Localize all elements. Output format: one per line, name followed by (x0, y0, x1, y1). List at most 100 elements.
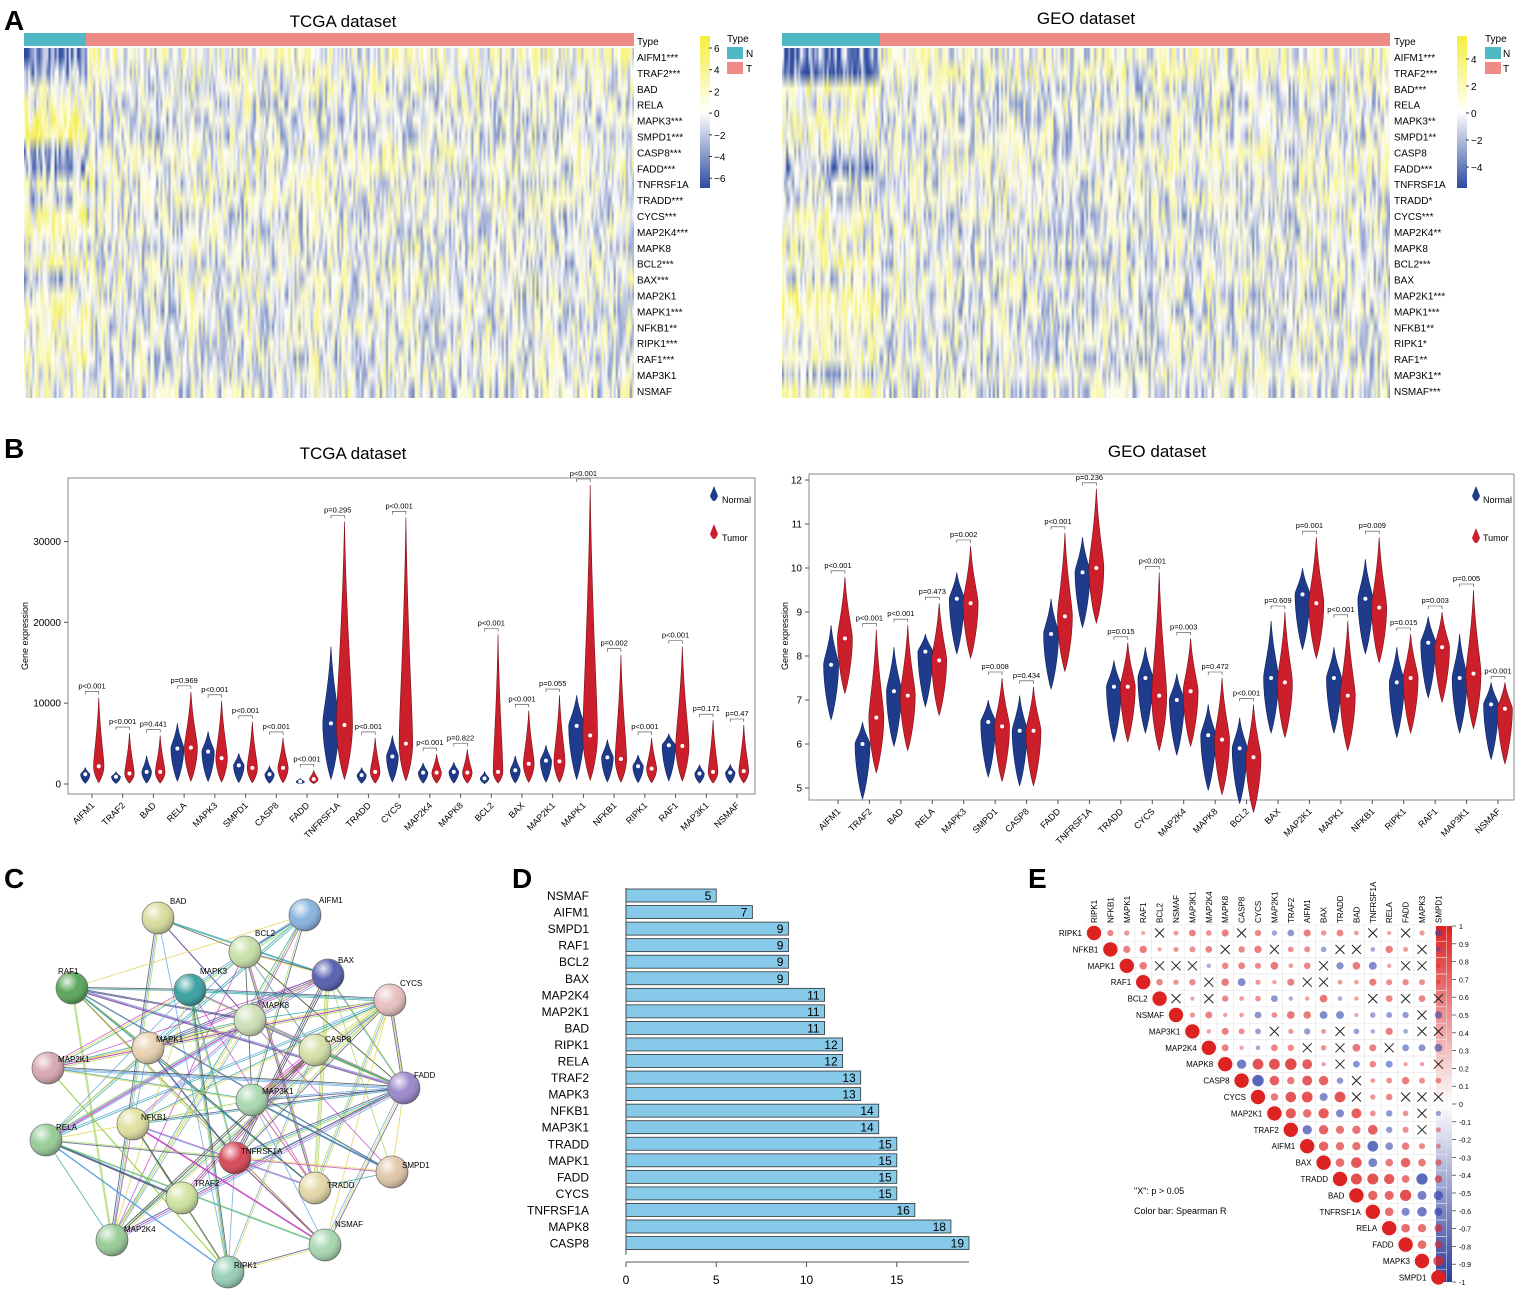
network-node-shade (132, 1032, 164, 1064)
heatmap-tcga-gene-label: CYCS*** (637, 212, 677, 223)
corr-dot (1318, 1141, 1329, 1151)
bar (625, 1153, 898, 1168)
corr-dot (1336, 1077, 1344, 1084)
corr-dot (1433, 1255, 1444, 1267)
p-bracket (392, 511, 407, 515)
violin-normal-median (206, 749, 211, 754)
violin-tumor-median (968, 601, 973, 606)
corr-dot (1385, 1110, 1393, 1117)
corr-col-label: TRAF2 (1287, 897, 1296, 923)
corr-dot (1354, 1012, 1359, 1018)
corr-dot (1335, 1142, 1345, 1151)
network-edge (111, 1087, 405, 1241)
corr-colorbar-tick-label: 0 (1459, 1102, 1463, 1109)
p-bracket (1145, 566, 1160, 570)
network-node-label: RELA (56, 1123, 78, 1132)
bar-category-label: RIPK1 (554, 1038, 589, 1052)
heatmap-geo: GEO dataset Type AIFM1*** TRAF2*** BAD*** R… (782, 9, 1510, 398)
corr-dot (1401, 1223, 1410, 1233)
violin-tumor-median (1502, 706, 1507, 711)
bar-category-label: CASP8 (550, 1237, 590, 1251)
violin-tumor (994, 677, 1010, 783)
corr-dot (1434, 1240, 1443, 1249)
corr-x-mark (1433, 993, 1444, 1004)
corr-dot (1417, 1240, 1427, 1249)
violin-normal (661, 732, 676, 782)
corr-dot (1222, 995, 1229, 1002)
corr-x-mark (1417, 1092, 1427, 1102)
corr-dot (1269, 1075, 1280, 1086)
p-bracket (1176, 632, 1191, 636)
network-edge (46, 988, 189, 1067)
violin-tumor-median (465, 770, 470, 775)
bar (625, 1186, 898, 1201)
bar-value-label: 14 (860, 1104, 874, 1118)
corr-dot (1387, 963, 1392, 968)
heatmap-tcga-gene-label: MAPK8 (637, 244, 671, 255)
corr-x-mark (1187, 960, 1198, 971)
corr-x-mark (1318, 977, 1329, 988)
violin-tumor-median (1377, 605, 1382, 610)
heatmap-tcga-gene-label: TRAF2*** (637, 69, 680, 80)
heatmap-geo-gene-label: BAX (1394, 276, 1414, 287)
network-edge (133, 1020, 251, 1126)
corr-dot (1173, 946, 1179, 952)
corr-colorbar-tick-label: -0.8 (1459, 1244, 1471, 1251)
heatmap-geo-gene-label: MAP2K4** (1394, 228, 1441, 239)
network-node-label: TNFRSF1A (241, 1147, 283, 1156)
heatmap-tcga-gene-label: BAX*** (637, 276, 669, 287)
p-value-label: p=0.171 (693, 704, 720, 713)
corr-dot (1318, 1125, 1329, 1135)
corr-dot (1385, 945, 1393, 954)
corr-dot (1402, 979, 1409, 986)
corr-x-mark (1400, 993, 1411, 1004)
bar-value-label: 12 (824, 1038, 838, 1052)
scale-label: −4 (1471, 163, 1483, 174)
network-node-label: RAF1 (58, 967, 79, 976)
network-edge (132, 1018, 250, 1124)
corr-x-mark (1417, 1010, 1427, 1020)
corr-diag-dot (1119, 958, 1135, 973)
corr-dot (1434, 1224, 1443, 1233)
bar-category-label: NFKB1 (550, 1104, 589, 1118)
p-bracket (84, 691, 100, 695)
violin-normal (1388, 647, 1405, 739)
network-edge (323, 1086, 404, 1244)
bar (625, 1070, 862, 1085)
p-value-label: p=0.434 (1013, 671, 1040, 680)
violin-geo-frame (808, 473, 1515, 801)
corr-dot (1350, 1173, 1362, 1185)
corr-x-mark (1367, 993, 1378, 1004)
corr-colorbar-tick-label: 0.7 (1459, 977, 1469, 984)
network-node-shade (388, 1072, 420, 1104)
bar-value-label: 15 (878, 1187, 892, 1201)
corr-dot (1352, 1142, 1361, 1151)
corr-cell (1429, 1268, 1447, 1286)
corr-dot (1369, 1044, 1377, 1052)
heatmap-geo-gene-labels: AIFM1*** TRAF2*** BAD*** RELA MAPK3** SMPD1**… (1394, 53, 1446, 398)
network-node-shade (174, 974, 206, 1006)
violin-normal (1074, 537, 1091, 629)
violin-tumor-median (874, 715, 879, 720)
corr-dot (1252, 1074, 1264, 1087)
violin-normal-median (1363, 596, 1368, 601)
y-tick-label: 10 (791, 564, 803, 575)
heatmap-tcga-cells (24, 48, 634, 398)
heatmap-geo-type-label: Type (1394, 37, 1416, 48)
x-tick-label: MAPK8 (436, 800, 465, 829)
bar (625, 1203, 916, 1217)
corr-dot (1403, 1028, 1409, 1034)
heatmap-geo-legend-n-swatch (1485, 47, 1501, 59)
corr-dot (1403, 1062, 1408, 1067)
corr-colorbar-tick-label: -1 (1459, 1280, 1465, 1287)
corr-dot (1337, 979, 1343, 985)
violin-tumor-median (342, 723, 347, 728)
heatmap-tcga-gene-label: MAP2K1 (637, 292, 677, 303)
bar-value-label: 19 (951, 1237, 965, 1251)
x-tick-label: MAPK3 (191, 800, 220, 829)
violin-tumor-median (1408, 676, 1413, 680)
violin-normal (948, 572, 965, 655)
corr-dot (1318, 1075, 1329, 1086)
network-node-shade (166, 1182, 198, 1214)
bar-category-label: CYCS (556, 1187, 589, 1201)
